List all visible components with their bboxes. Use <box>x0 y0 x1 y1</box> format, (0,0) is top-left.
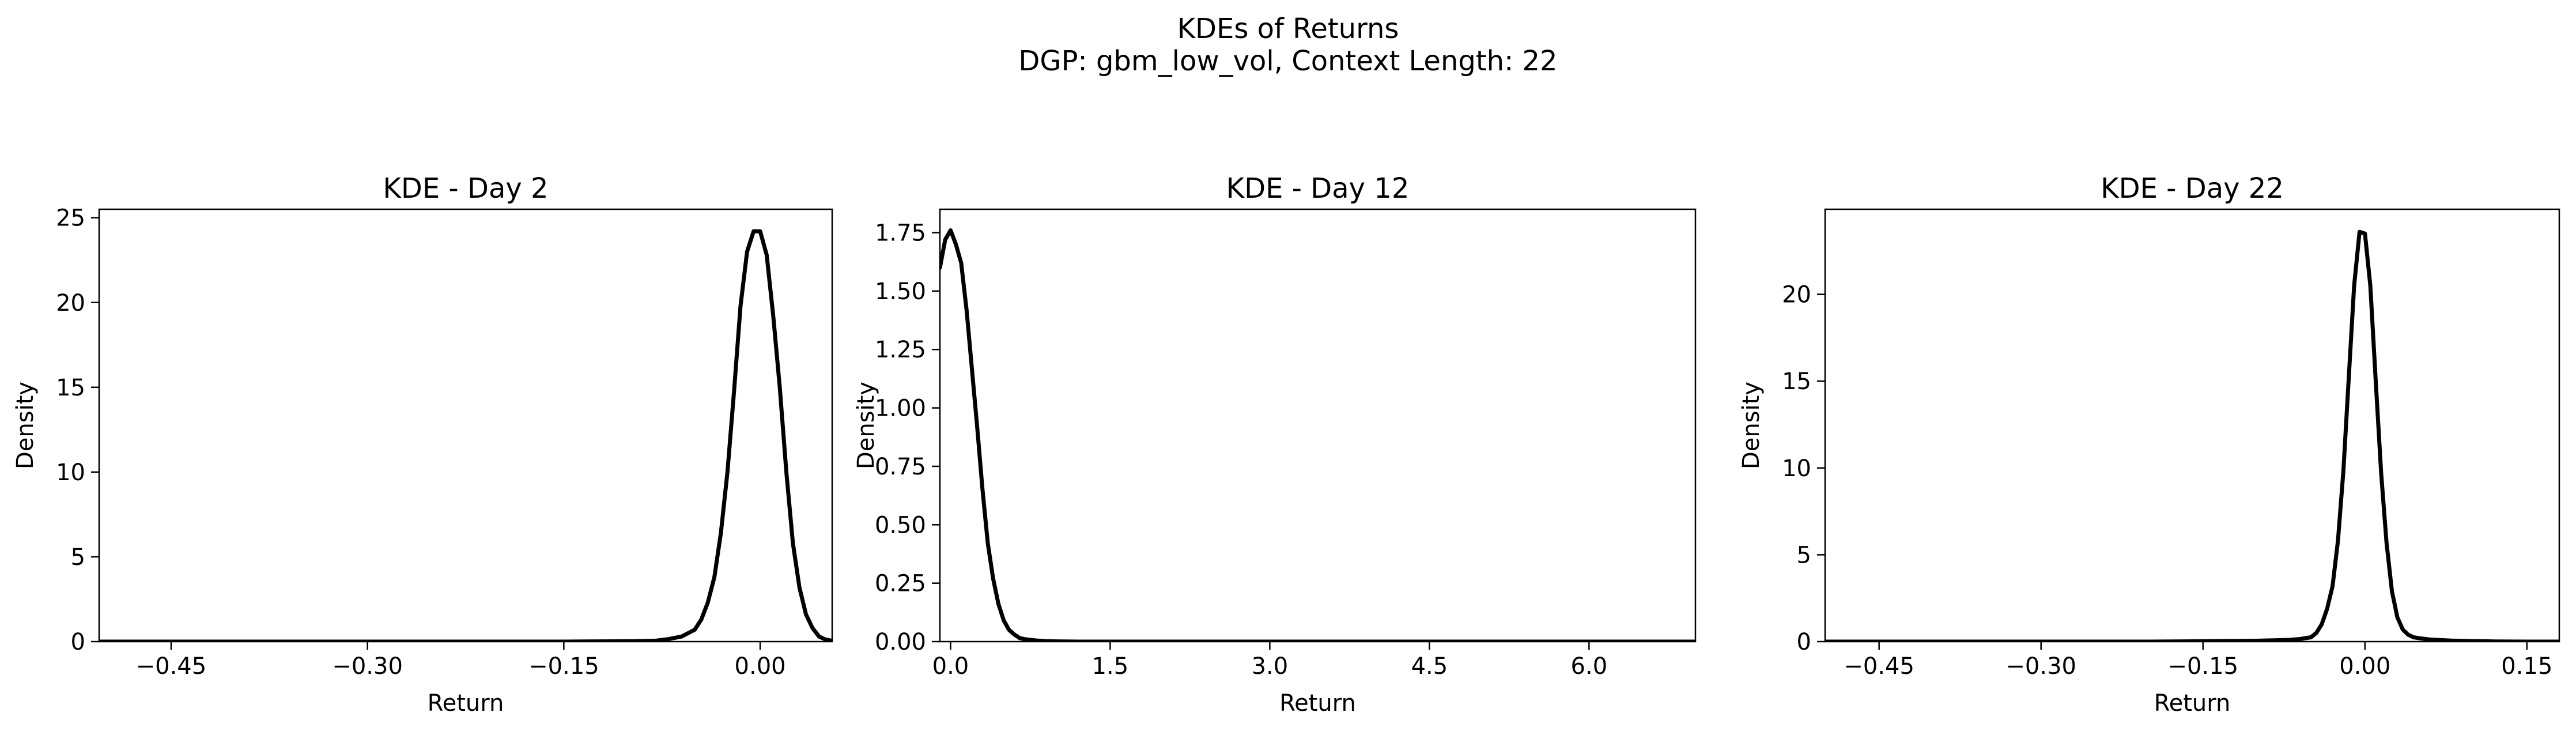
y-tick-label: 10 <box>1782 455 1811 482</box>
y-tick-label: 10 <box>56 459 85 486</box>
y-tick-label: 5 <box>71 544 85 571</box>
y-tick-label: 1.75 <box>875 220 926 247</box>
plot-frame <box>939 208 1697 643</box>
x-tick-label: −0.15 <box>2167 653 2238 680</box>
kde-line <box>940 228 1695 642</box>
y-tick-label: 0.00 <box>875 629 926 655</box>
y-tick-label: 1.00 <box>875 395 926 422</box>
x-tick-label: 4.5 <box>1411 653 1448 680</box>
y-tick-label: 1.25 <box>875 337 926 363</box>
plot-title: KDE - Day 2 <box>383 172 548 205</box>
plot-frame <box>1824 208 2560 643</box>
x-axis-label: Return <box>428 690 504 717</box>
y-tick-label: 15 <box>56 375 85 401</box>
figure-subtitle: DGP: gbm_low_vol, Context Length: 22 <box>1018 45 1558 77</box>
x-tick-label: 0.00 <box>735 653 786 680</box>
y-tick-label: 0 <box>1797 629 1811 655</box>
y-axis-label: Density <box>1738 382 1765 469</box>
x-tick-label: 6.0 <box>1571 653 1608 680</box>
y-tick-label: 25 <box>56 205 85 232</box>
x-tick-label: −0.30 <box>332 653 403 680</box>
x-tick-label: −0.45 <box>1844 653 1914 680</box>
x-tick-label: −0.30 <box>2005 653 2076 680</box>
y-tick-label: 0.75 <box>875 454 926 480</box>
x-tick-label: −0.45 <box>136 653 207 680</box>
y-tick-label: 0 <box>71 629 85 655</box>
kde-line <box>99 229 832 642</box>
y-tick-label: 1.50 <box>875 278 926 305</box>
x-tick-label: 0.00 <box>2339 653 2390 680</box>
x-tick-label: 1.5 <box>1092 653 1129 680</box>
y-tick-label: 5 <box>1797 542 1811 568</box>
x-axis-label: Return <box>2154 690 2231 717</box>
y-tick-label: 20 <box>1782 282 1811 308</box>
x-tick-label: 0.15 <box>2501 653 2552 680</box>
x-axis-label: Return <box>1279 690 1356 717</box>
y-tick-label: 20 <box>56 290 85 316</box>
x-tick-label: 0.0 <box>932 653 969 680</box>
y-tick-label: 0.25 <box>875 571 926 597</box>
x-tick-label: −0.15 <box>528 653 599 680</box>
y-axis-label: Density <box>12 382 39 469</box>
y-axis-label: Density <box>853 382 879 469</box>
plot-title: KDE - Day 22 <box>2101 172 2284 205</box>
kde-line <box>1825 229 2559 642</box>
y-tick-label: 0.50 <box>875 512 926 538</box>
figure-title: KDEs of Returns <box>1177 13 1399 45</box>
x-tick-label: 3.0 <box>1252 653 1289 680</box>
plot-frame <box>98 208 833 643</box>
y-tick-label: 15 <box>1782 368 1811 395</box>
plot-title: KDE - Day 12 <box>1226 172 1410 205</box>
